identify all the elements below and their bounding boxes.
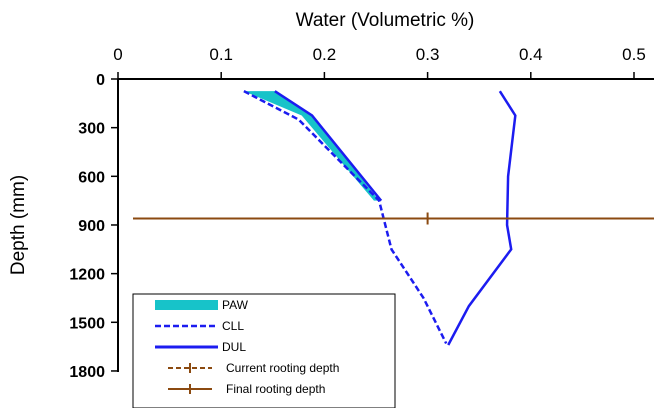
y-ticks: 0 300 600 900 1200 1500 1800 — [69, 72, 118, 381]
x-ticks: 0 0.1 0.2 0.3 0.4 0.5 — [113, 45, 646, 79]
y-tick-label: 300 — [78, 121, 105, 138]
y-tick-label: 900 — [78, 218, 105, 235]
dul-line — [447, 90, 517, 346]
y-tick-label: 1800 — [69, 364, 105, 381]
paw-area — [243, 91, 380, 201]
legend-label: Current rooting depth — [226, 361, 339, 375]
x-tick-label: 0.4 — [519, 45, 543, 64]
x-tick-label: 0.2 — [313, 45, 337, 64]
x-axis-title: Water (Volumetric %) — [296, 10, 475, 31]
y-tick-label: 1500 — [69, 315, 105, 332]
y-tick-label: 1200 — [69, 267, 105, 284]
x-tick-label: 0 — [113, 45, 122, 64]
legend-label: Final rooting depth — [226, 382, 325, 396]
x-tick-label: 0.1 — [209, 45, 233, 64]
legend-label: DUL — [222, 340, 246, 354]
y-axis-title: Depth (mm) — [8, 175, 29, 275]
y-tick-label: 0 — [96, 72, 105, 89]
dul-line — [274, 90, 383, 202]
legend-label: CLL — [222, 319, 244, 333]
x-tick-label: 0.5 — [622, 45, 646, 64]
legend-paw-swatch — [155, 300, 218, 310]
legend-label: PAW — [222, 298, 249, 312]
plot-area — [133, 90, 654, 346]
cll-line — [243, 90, 448, 344]
legend: PAW CLL DUL Current rooting depth Final root… — [132, 293, 396, 408]
y-tick-label: 600 — [78, 169, 105, 186]
x-tick-label: 0.3 — [416, 45, 440, 64]
